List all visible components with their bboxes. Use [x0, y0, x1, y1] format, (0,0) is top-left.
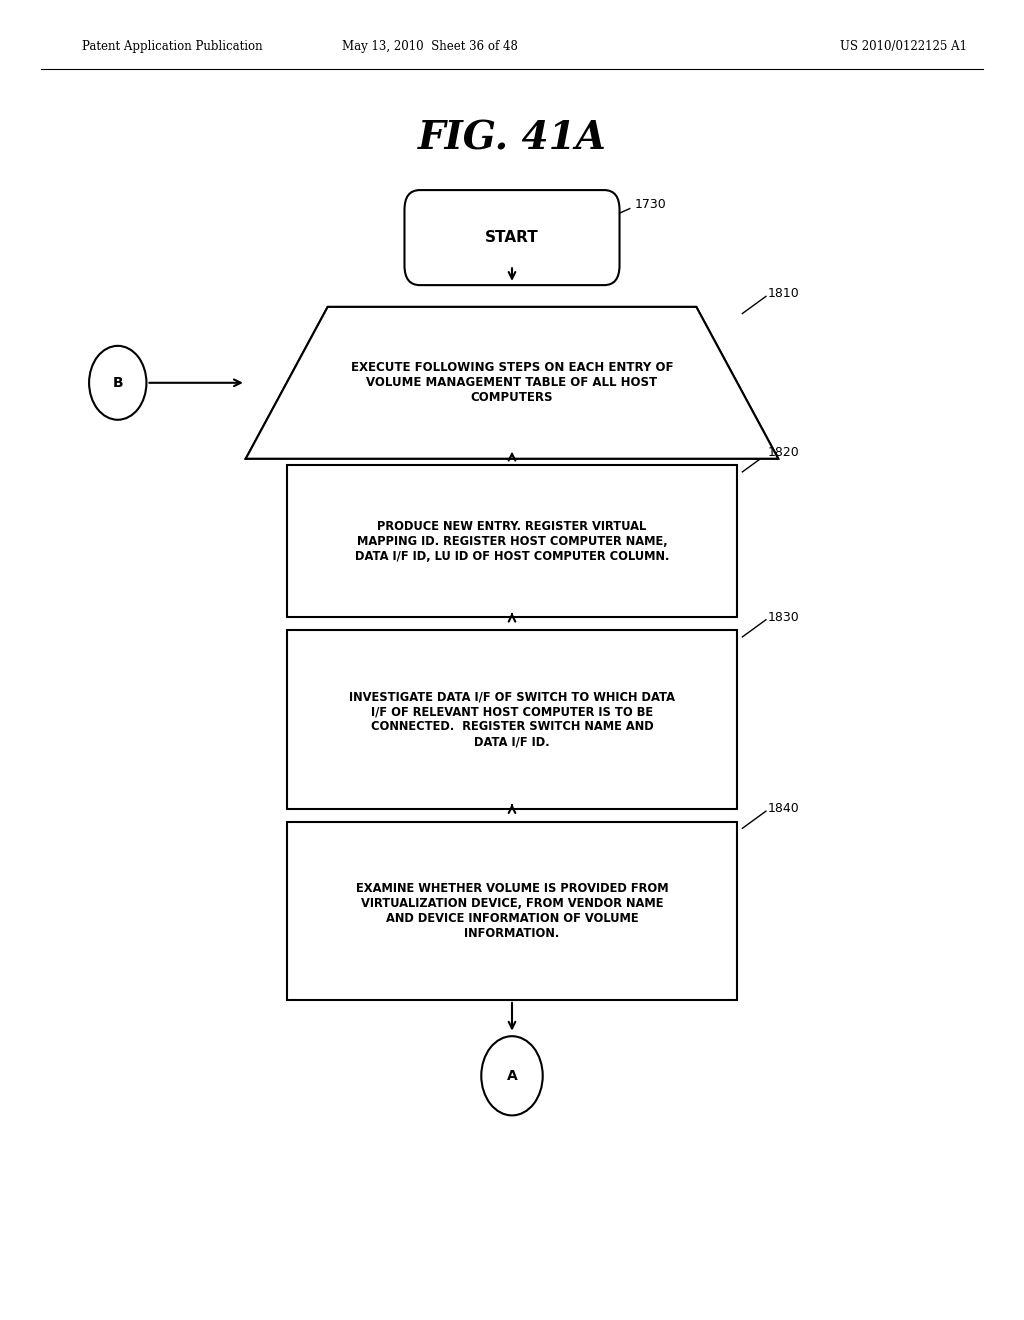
- FancyBboxPatch shape: [287, 631, 737, 808]
- Text: 1810: 1810: [768, 288, 800, 300]
- Text: PRODUCE NEW ENTRY. REGISTER VIRTUAL
MAPPING ID. REGISTER HOST COMPUTER NAME,
DAT: PRODUCE NEW ENTRY. REGISTER VIRTUAL MAPP…: [354, 520, 670, 562]
- Text: 1820: 1820: [768, 446, 800, 458]
- Text: A: A: [507, 1069, 517, 1082]
- Text: B: B: [113, 376, 123, 389]
- FancyBboxPatch shape: [287, 821, 737, 1001]
- Text: Patent Application Publication: Patent Application Publication: [82, 40, 262, 53]
- Text: INVESTIGATE DATA I/F OF SWITCH TO WHICH DATA
I/F OF RELEVANT HOST COMPUTER IS TO: INVESTIGATE DATA I/F OF SWITCH TO WHICH …: [349, 690, 675, 748]
- Polygon shape: [246, 308, 778, 459]
- Text: EXAMINE WHETHER VOLUME IS PROVIDED FROM
VIRTUALIZATION DEVICE, FROM VENDOR NAME
: EXAMINE WHETHER VOLUME IS PROVIDED FROM …: [355, 882, 669, 940]
- Text: START: START: [485, 230, 539, 246]
- Text: May 13, 2010  Sheet 36 of 48: May 13, 2010 Sheet 36 of 48: [342, 40, 518, 53]
- FancyBboxPatch shape: [287, 466, 737, 618]
- Text: 1830: 1830: [768, 611, 800, 623]
- FancyBboxPatch shape: [404, 190, 620, 285]
- Text: US 2010/0122125 A1: US 2010/0122125 A1: [840, 40, 967, 53]
- Text: 1840: 1840: [768, 803, 800, 814]
- Text: 1730: 1730: [635, 198, 667, 211]
- Text: FIG. 41A: FIG. 41A: [418, 120, 606, 157]
- Text: EXECUTE FOLLOWING STEPS ON EACH ENTRY OF
VOLUME MANAGEMENT TABLE OF ALL HOST
COM: EXECUTE FOLLOWING STEPS ON EACH ENTRY OF…: [351, 362, 673, 404]
